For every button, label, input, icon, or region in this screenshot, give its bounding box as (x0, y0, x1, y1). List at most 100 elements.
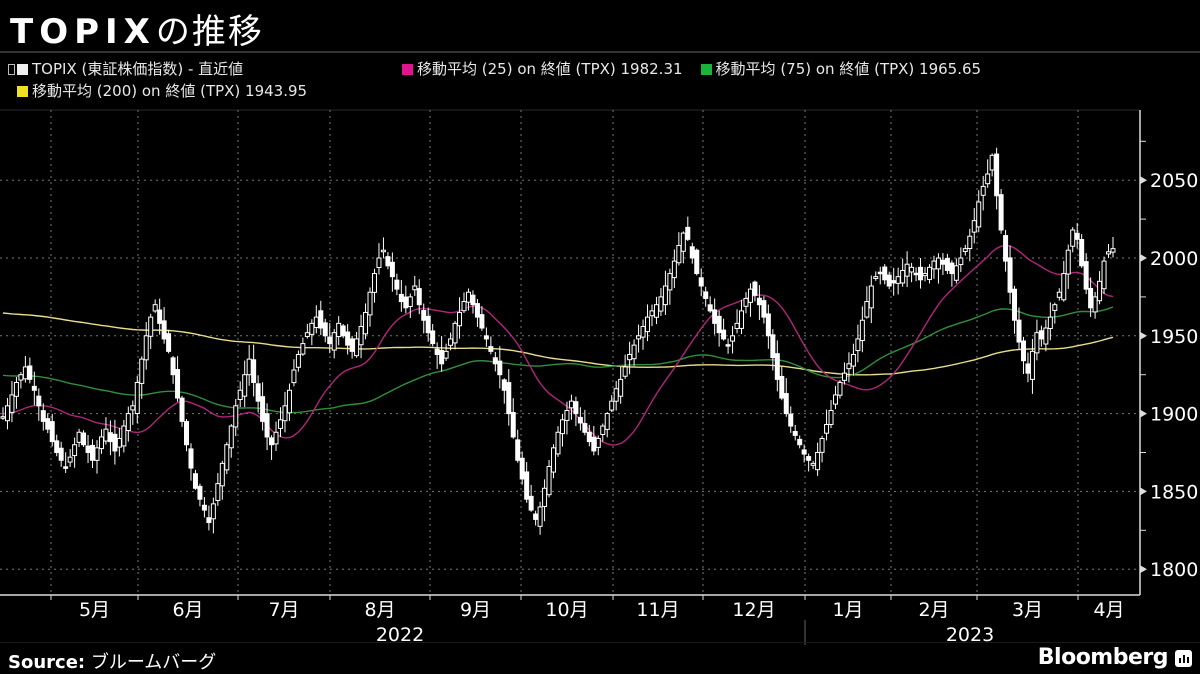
candle (904, 263, 910, 277)
x-month-label: 11月 (636, 599, 679, 621)
candle (492, 357, 498, 365)
candle (237, 389, 243, 401)
candle (470, 294, 476, 306)
candle (618, 378, 624, 397)
candle (640, 325, 646, 338)
candle (962, 248, 968, 252)
candle (166, 333, 172, 352)
candle (734, 322, 740, 330)
candle (730, 335, 736, 342)
candle (188, 448, 194, 469)
candle (568, 400, 574, 409)
legend-label-ma200: 移動平均 (200) on 終値 (TPX) 1943.95 (32, 82, 308, 100)
candle (1074, 232, 1080, 240)
candle (1020, 340, 1026, 362)
candle (407, 296, 413, 307)
candle (765, 313, 771, 337)
candle (246, 358, 252, 376)
candle (698, 277, 704, 287)
candle (483, 335, 489, 340)
candle (304, 332, 310, 337)
candle (448, 338, 454, 346)
candle (175, 369, 181, 399)
candle (1088, 287, 1094, 309)
candle (913, 272, 919, 276)
candle (967, 235, 973, 250)
candle (278, 419, 283, 429)
candle (465, 291, 471, 303)
candle (649, 310, 655, 317)
candle (300, 343, 306, 355)
candle (264, 413, 270, 438)
candle (201, 504, 207, 511)
candle (443, 350, 449, 359)
candle (416, 288, 422, 306)
candle (85, 445, 91, 454)
candle (815, 452, 821, 471)
candle (779, 375, 785, 399)
candle (524, 471, 530, 500)
candle (157, 309, 163, 324)
candle (103, 428, 109, 442)
candle (949, 262, 955, 275)
candle (528, 495, 534, 511)
candle (1052, 304, 1058, 311)
candle (922, 273, 928, 277)
candle (439, 350, 445, 365)
candle (591, 436, 597, 452)
candle (13, 381, 19, 397)
candle (380, 249, 386, 253)
candle (886, 274, 892, 287)
candle (291, 369, 297, 384)
legend-swatch-ma25 (402, 63, 413, 75)
candle (882, 266, 888, 281)
candle (389, 261, 395, 278)
candle (358, 325, 364, 346)
chart-title-jp: の推移 (155, 12, 264, 52)
candle (31, 385, 37, 391)
candle (586, 431, 592, 443)
candle (944, 257, 950, 271)
candle (1016, 319, 1022, 343)
candle (837, 381, 843, 396)
candle (22, 366, 28, 380)
candle (81, 432, 87, 446)
candle (774, 353, 780, 380)
candle (1101, 260, 1107, 290)
candle (958, 257, 964, 266)
candle (1079, 239, 1085, 267)
candle (801, 449, 807, 455)
candle (716, 315, 722, 334)
candle (859, 319, 865, 342)
candle (161, 320, 167, 340)
candle (770, 334, 776, 359)
candle (891, 280, 897, 284)
x-month-label: 5月 (79, 599, 110, 621)
x-year-label: 2022 (376, 624, 424, 646)
candle (582, 423, 588, 433)
candle (112, 433, 118, 452)
candle (94, 447, 100, 461)
candle (107, 432, 113, 443)
candle (707, 304, 713, 312)
candle (855, 338, 861, 352)
candle (609, 400, 615, 411)
title-divider (0, 51, 1200, 53)
candle (1106, 251, 1112, 255)
candle (721, 329, 727, 340)
ma25-line (2, 244, 1114, 446)
candle (841, 372, 847, 381)
candle (9, 394, 15, 413)
candle (631, 344, 637, 360)
candle (184, 421, 190, 446)
candle (685, 226, 691, 240)
candle (806, 456, 812, 461)
legend-swatch-ma200 (17, 85, 28, 97)
candle (255, 383, 261, 402)
legend-item-ma200: 移動平均 (200) on 終値 (TPX) 1943.95 (17, 80, 307, 102)
candle (354, 338, 360, 357)
legend-label-topix: TOPIX (東証株価指数) - 直近値 (32, 60, 244, 78)
candle (1047, 316, 1053, 329)
candle (340, 325, 346, 337)
